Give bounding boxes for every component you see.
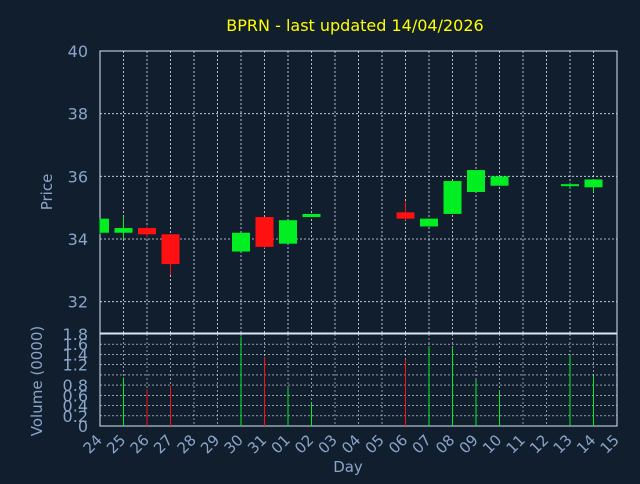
volume-tick-label: 0.8 — [63, 376, 88, 395]
x-tick-label: 02 — [291, 431, 317, 457]
x-tick-label: 01 — [268, 431, 294, 457]
candle-body — [100, 218, 109, 233]
price-tick-label: 32 — [68, 293, 88, 312]
x-tick-label: 11 — [503, 431, 529, 457]
price-tick-label: 34 — [68, 230, 88, 249]
candle-body — [490, 176, 509, 186]
x-tick-label: 12 — [526, 431, 552, 457]
candle-body — [561, 184, 579, 187]
volume-tick-label: 0.4 — [63, 397, 88, 416]
x-tick-label: 31 — [244, 431, 270, 457]
x-tick-label: 05 — [362, 431, 388, 457]
candle-body — [279, 220, 297, 244]
price-axis-label: Price — [38, 174, 56, 211]
x-tick-label: 27 — [150, 431, 176, 457]
x-tick-label: 26 — [127, 431, 153, 457]
x-tick-label: 30 — [221, 431, 247, 457]
volume-tick-label: 0.6 — [63, 386, 88, 405]
volume-tick-label: 0 — [78, 417, 88, 436]
candle-body — [114, 228, 133, 233]
x-tick-label: 09 — [456, 431, 482, 457]
candle-body — [443, 181, 462, 214]
candle-body — [255, 217, 274, 247]
x-tick-label: 28 — [174, 431, 200, 457]
volume-tick-label: 1.4 — [63, 345, 88, 364]
x-tick-label: 29 — [197, 431, 223, 457]
candle-body — [396, 212, 415, 219]
x-tick-label: 06 — [385, 431, 411, 457]
candle-body — [161, 234, 180, 265]
candle-body — [584, 179, 603, 188]
volume-panel: 00.20.40.60.81.21.41.61.8 — [63, 325, 618, 436]
volume-tick-label: 0.2 — [63, 407, 88, 426]
x-tick-label: 03 — [315, 431, 341, 457]
x-tick-label: 25 — [103, 431, 129, 457]
volume-tick-label: 1.6 — [63, 335, 88, 354]
price-tick-label: 40 — [68, 42, 88, 61]
volume-tick-label: 1.2 — [63, 356, 88, 375]
price-tick-label: 36 — [68, 167, 88, 186]
candle-body — [467, 170, 485, 192]
x-tick-label: 13 — [550, 431, 576, 457]
x-tick-label: 04 — [338, 431, 364, 457]
x-axis-label: Day — [333, 458, 363, 476]
candle-body — [420, 218, 438, 227]
price-panel: 32 34 36 38 40 — [68, 42, 618, 334]
x-tick-label: 14 — [573, 431, 599, 457]
volume-axis-label: Volume (0000) — [28, 326, 46, 436]
x-tick-label: 15 — [597, 431, 623, 457]
x-tick-labels: 2425262728293031010203040506070809101112… — [80, 431, 623, 457]
chart-title: BPRN - last updated 14/04/2026 — [226, 16, 483, 35]
volume-tick-label: 1.8 — [63, 325, 88, 344]
x-tick-label: 07 — [409, 431, 435, 457]
x-tick-label: 10 — [479, 431, 505, 457]
candle-body — [302, 213, 321, 218]
candle-body — [138, 228, 156, 235]
x-tick-label: 08 — [432, 431, 458, 457]
price-tick-label: 38 — [68, 105, 88, 124]
candle-body — [232, 232, 250, 252]
